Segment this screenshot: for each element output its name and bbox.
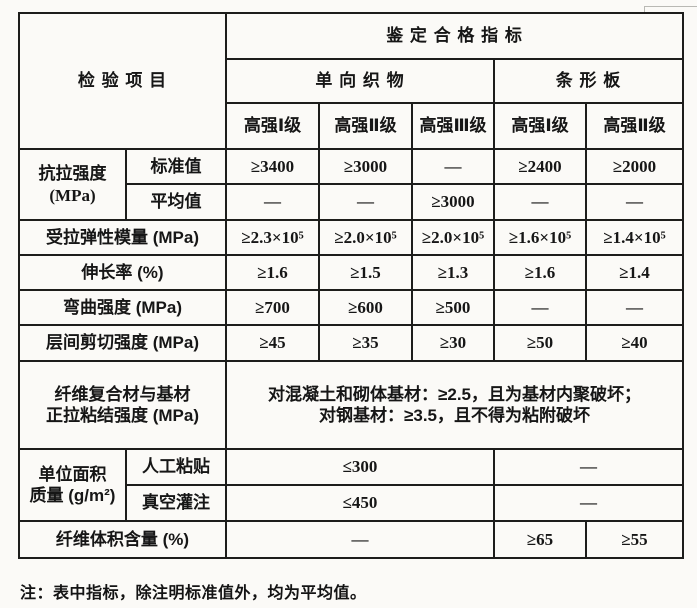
table-footnote: 注：表中指标，除注明标准值外，均为平均值。: [20, 585, 367, 602]
cell-bond-strength-requirements: 对混凝土和砌体基材：≥2.5，且为基材内聚破坏； 对钢基材：≥3.5，且不得为粘…: [225, 360, 685, 450]
cell-tensile-std-fabric2: ≥3000: [318, 148, 414, 185]
bond-strength-requirement-line1: 对混凝土和砌体基材：≥2.5，且为基材内聚破坏；: [268, 384, 641, 404]
sub-label-manual-bonding: 人工粘贴: [124, 448, 228, 486]
tensile-strength-label-line1: 抗拉强度: [38, 164, 107, 184]
cell-bending-fabric3: ≥500: [411, 289, 496, 326]
mass-per-area-label-line1: 单位面积: [38, 464, 107, 484]
cell-bending-plate2: —: [585, 289, 685, 326]
bond-strength-label-line2: 正拉粘结强度 (MPa): [46, 406, 199, 425]
cell-elongation-fabric2: ≥1.5: [318, 254, 414, 291]
row-label-elongation: 伸长率 (%): [17, 254, 228, 291]
cell-tensile-avg-fabric1: —: [225, 183, 321, 221]
cell-tensile-std-plate2: ≥2000: [585, 148, 685, 185]
cell-modulus-fabric3: ≥2.0×10⁵: [411, 219, 496, 256]
row-label-tensile-strength: 抗拉强度 (MPa): [18, 148, 127, 221]
tensile-strength-label-line2: (MPa): [49, 185, 96, 205]
corner-header-inspection-items: 检 验 项 目: [17, 12, 228, 150]
cell-mass-vacuum-fabric: ≤450: [225, 484, 496, 522]
cell-bending-plate1: —: [493, 289, 588, 326]
cell-modulus-plate2: ≥1.4×10⁵: [585, 219, 685, 256]
header-grade-fabric-3: 高强Ⅲ级: [411, 102, 496, 150]
cell-fiber-volume-plate1: ≥65: [493, 520, 588, 559]
row-label-mass-per-area: 单位面积 质量 (g/m²): [18, 448, 127, 522]
cell-tensile-std-fabric1: ≥3400: [225, 148, 321, 185]
header-grade-fabric-2: 高强Ⅱ级: [318, 102, 414, 150]
cell-fiber-volume-plate2: ≥55: [585, 520, 685, 559]
header-grade-fabric-1: 高强Ⅰ级: [225, 102, 321, 150]
sub-label-standard-value: 标准值: [124, 148, 228, 185]
cell-tensile-avg-fabric2: —: [318, 183, 414, 221]
cell-elongation-fabric3: ≥1.3: [411, 254, 496, 291]
header-grade-plate-2: 高强Ⅱ级: [585, 102, 685, 150]
cell-shear-plate1: ≥50: [493, 324, 588, 362]
cell-modulus-fabric1: ≥2.3×10⁵: [225, 219, 321, 256]
cell-tensile-avg-plate2: —: [585, 183, 685, 221]
cell-tensile-std-fabric3: —: [411, 148, 496, 185]
cell-bending-fabric1: ≥700: [225, 289, 321, 326]
cell-tensile-avg-plate1: —: [493, 183, 588, 221]
cell-mass-vacuum-plate: —: [493, 484, 685, 522]
cell-modulus-plate1: ≥1.6×10⁵: [493, 219, 588, 256]
cell-shear-fabric3: ≥30: [411, 324, 496, 362]
cell-shear-fabric1: ≥45: [225, 324, 321, 362]
scan-artifact: [644, 6, 697, 17]
cell-mass-manual-plate: —: [493, 448, 685, 486]
mass-per-area-label-line2: 质量 (g/m²): [29, 486, 116, 505]
row-label-tensile-modulus: 受拉弹性模量 (MPa): [17, 219, 228, 256]
cell-modulus-fabric2: ≥2.0×10⁵: [318, 219, 414, 256]
header-grade-plate-1: 高强Ⅰ级: [493, 102, 588, 150]
row-label-fiber-volume: 纤维体积含量 (%): [17, 520, 228, 559]
cell-shear-fabric2: ≥35: [318, 324, 414, 362]
row-label-interlaminar-shear: 层间剪切强度 (MPa): [17, 324, 228, 362]
row-label-bending-strength: 弯曲强度 (MPa): [17, 289, 228, 326]
row-label-bond-strength: 纤维复合材与基材 正拉粘结强度 (MPa): [17, 360, 228, 450]
sub-label-vacuum-infusion: 真空灌注: [124, 484, 228, 522]
cell-elongation-fabric1: ≥1.6: [225, 254, 321, 291]
cell-tensile-avg-fabric3: ≥3000: [411, 183, 496, 221]
sub-label-average-value: 平均值: [124, 183, 228, 221]
spec-table: 检 验 项 目 鉴 定 合 格 指 标 单 向 织 物 条 形 板 高强Ⅰ级 高…: [17, 12, 685, 559]
header-strip-plate: 条 形 板: [493, 58, 685, 104]
cell-shear-plate2: ≥40: [585, 324, 685, 362]
bond-strength-requirement-line2: 对钢基材：≥3.5，且不得为粘附破坏: [319, 406, 590, 425]
bond-strength-label-line1: 纤维复合材与基材: [54, 384, 191, 404]
cell-elongation-plate1: ≥1.6: [493, 254, 588, 291]
cell-tensile-std-plate1: ≥2400: [493, 148, 588, 185]
cell-elongation-plate2: ≥1.4: [585, 254, 685, 291]
cell-bending-fabric2: ≥600: [318, 289, 414, 326]
header-unidirectional-fabric: 单 向 织 物: [225, 58, 496, 104]
cell-fiber-volume-fabric: —: [225, 520, 496, 559]
header-qualification-index: 鉴 定 合 格 指 标: [225, 12, 685, 60]
cell-mass-manual-fabric: ≤300: [225, 448, 496, 486]
